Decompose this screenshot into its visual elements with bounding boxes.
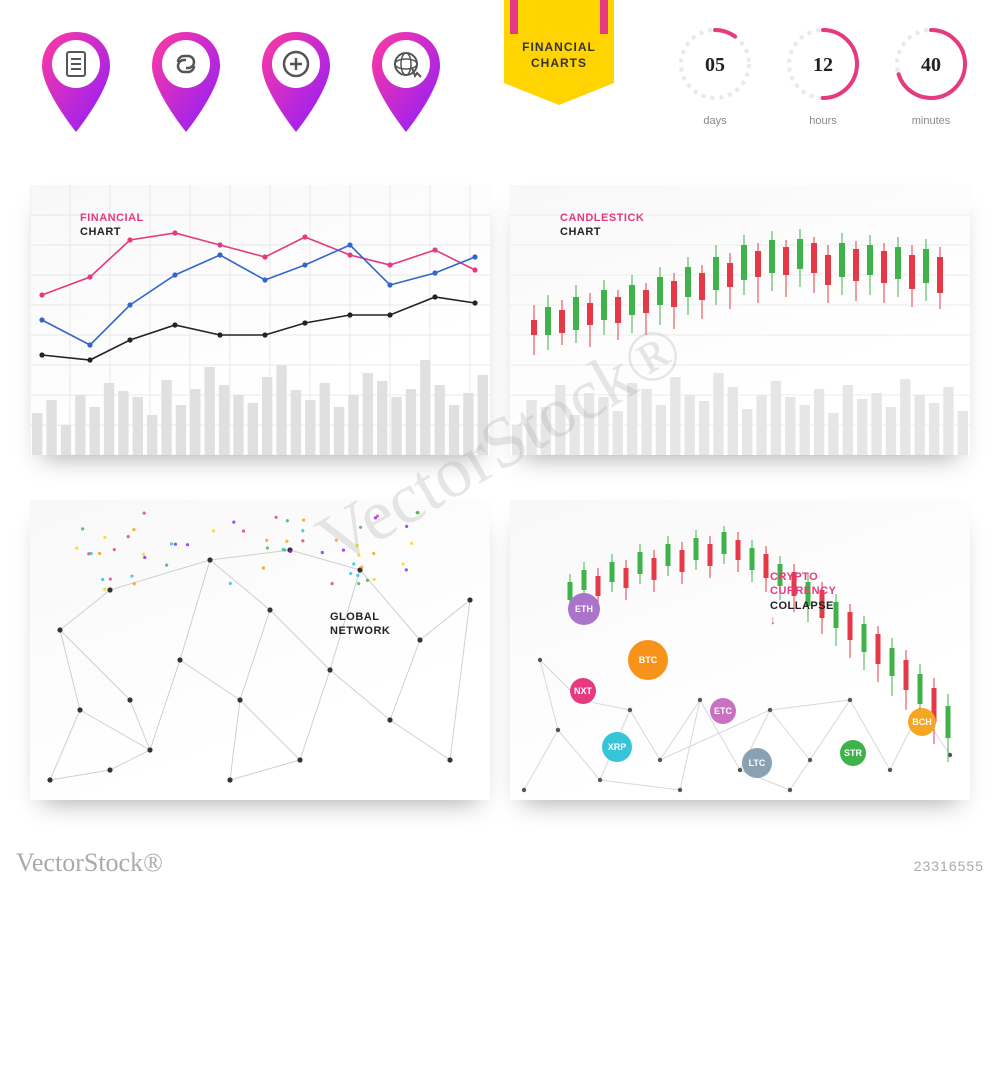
ribbon-line2: CHARTS	[531, 56, 587, 70]
map-pin	[256, 28, 336, 138]
collapse-arrow-icon: ↓	[770, 613, 777, 627]
crypto-node-eth: ETH	[568, 593, 600, 625]
card1-title-black: CHART	[80, 225, 144, 239]
crypto-collapse-card: CRYPTO CURRENCY COLLAPSE ↓ ETH BTC NXT XRP E…	[510, 500, 970, 800]
card4-title-1: CRYPTO	[770, 570, 836, 584]
crypto-node-btc: BTC	[628, 640, 668, 680]
card2-title-black: CHART	[560, 225, 644, 239]
card2-title-accent: CANDLESTICK	[560, 211, 644, 225]
svg-text:12: 12	[813, 54, 833, 76]
candlestick-chart: CANDLESTICK CHART	[510, 185, 970, 455]
ribbon-line1: FINANCIAL	[522, 40, 596, 54]
crypto-node-nxt: NXT	[570, 678, 596, 704]
global-network-card: GLOBAL NETWORK	[30, 500, 490, 800]
map-pin	[146, 28, 226, 138]
crypto-node-ltc: LTC	[742, 748, 772, 778]
map-pin	[36, 28, 116, 138]
card3-title-2: NETWORK	[330, 624, 390, 638]
crypto-node-str: STR	[840, 740, 866, 766]
card3-title-1: GLOBAL	[330, 610, 390, 624]
svg-text:40: 40	[921, 54, 941, 76]
crypto-node-bch: BCH	[908, 708, 936, 736]
image-id: 23316555	[914, 858, 984, 874]
countdown-item: 05 days	[670, 24, 760, 127]
countdown: 05 days 12 hours 40 minutes	[670, 24, 976, 127]
financial-line-chart: FINANCIAL CHART	[30, 185, 490, 455]
crypto-node-etc: ETC	[710, 698, 736, 724]
ribbon-badge: FINANCIAL CHARTS	[504, 0, 614, 105]
card4-title-3: COLLAPSE	[770, 599, 836, 613]
pin-row	[36, 28, 446, 138]
card3-svg	[30, 500, 490, 800]
card4-svg	[510, 500, 970, 800]
crypto-node-xrp: XRP	[602, 732, 632, 762]
svg-text:05: 05	[705, 54, 725, 76]
header: FINANCIAL CHARTS 05 days 12 hours 40 min…	[0, 0, 1000, 155]
watermark: VectorStock®	[16, 848, 163, 878]
card1-title-accent: FINANCIAL	[80, 211, 144, 225]
card4-title-2: CURRENCY	[770, 584, 836, 598]
countdown-item: 40 minutes	[886, 24, 976, 127]
map-pin	[366, 28, 446, 138]
countdown-item: 12 hours	[778, 24, 868, 127]
